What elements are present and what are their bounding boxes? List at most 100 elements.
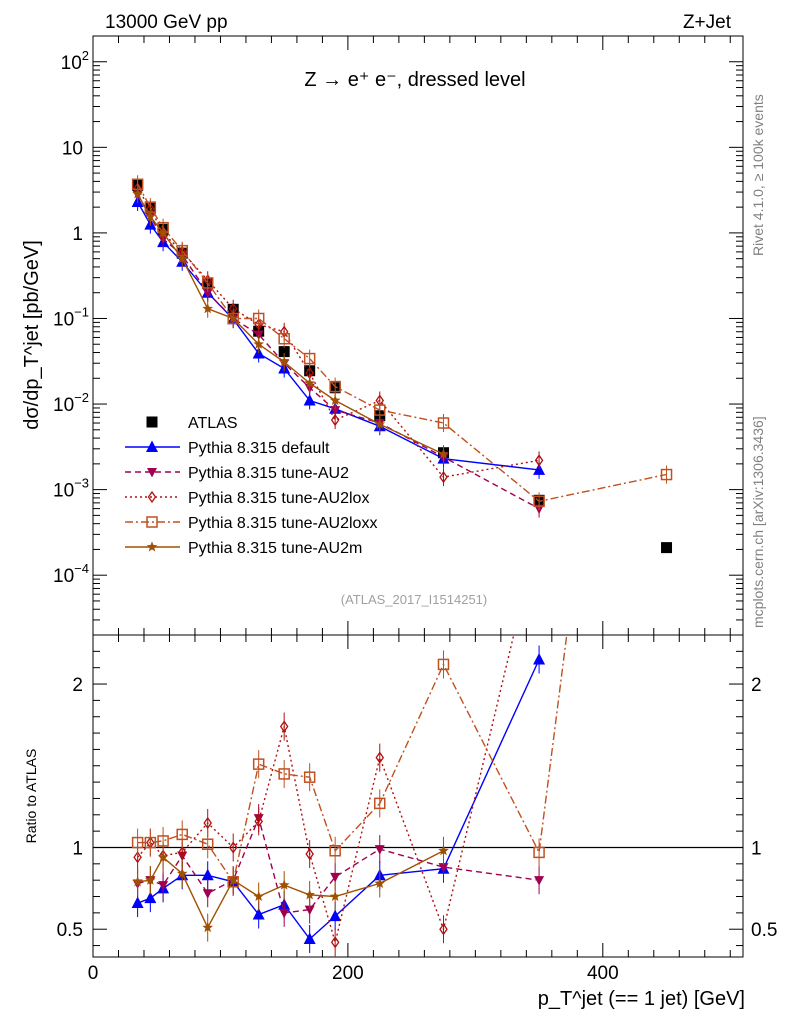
data-point (253, 338, 265, 349)
ratio-point (329, 890, 341, 902)
ratio-point (228, 841, 238, 854)
ratio-y-tick-label: 2 (72, 675, 83, 696)
ratio-point (145, 874, 156, 885)
series-line (136, 194, 540, 510)
ratio-point (176, 828, 188, 841)
legend-entry-pythia-8-315-tune-au2loxx: Pythia 8.315 tune-AU2loxx (125, 515, 377, 532)
ratio-point (254, 815, 263, 828)
ratio-point (374, 797, 386, 810)
ratio-line (137, 659, 540, 941)
legend-label: Pythia 8.315 tune-AU2lox (188, 490, 369, 507)
legend-marker (146, 416, 158, 428)
ratio-y-axis-label: Ratio to ATLAS (23, 749, 39, 844)
legend-entry-atlas: ATLAS (146, 415, 238, 432)
data-point (534, 454, 544, 467)
main-y-axis-label: dσ/dp_T^jet [pb/GeV] (21, 240, 43, 430)
ratio-point (202, 921, 214, 933)
legend-entry-pythia-8-315-tune-au2lox: Pythia 8.315 tune-AU2lox (125, 490, 369, 507)
ratio-series-pythia-8-315-tune-au2m (132, 836, 449, 942)
rivet-label: Rivet 4.1.0, ≥ 100k events (750, 94, 766, 256)
data-point (304, 377, 315, 388)
data-point (252, 312, 265, 325)
x-tick-label: 0 (88, 963, 99, 984)
x-tick-label: 200 (332, 963, 364, 984)
data-point (201, 277, 214, 289)
series-pythia-8-315-tune-au2loxx (131, 175, 673, 511)
data-point (374, 418, 386, 429)
energy-label: 13000 GeV pp (105, 12, 228, 33)
ratio-y-tick-label-right: 2 (751, 675, 762, 696)
series-line (136, 193, 444, 455)
ratio-series-pythia-8-315-default (131, 645, 546, 954)
legend-label: Pythia 8.315 tune-AU2 (188, 465, 349, 482)
ratio-line (137, 815, 540, 914)
ratio-x-axis: 0 200 400 (88, 635, 731, 984)
ratio-point (253, 890, 265, 902)
ratio-series-layer (131, 524, 568, 957)
data-point (330, 413, 340, 427)
ratio-point (203, 816, 212, 830)
legend: ATLAS Pythia 8.315 default Pythia 8.315 tu… (125, 415, 377, 557)
ratio-series-pythia-8-315-tune-au2lox (133, 524, 543, 957)
data-point (329, 394, 341, 406)
data-point (176, 253, 188, 264)
series-pythia-8-315-default (131, 192, 546, 479)
ratio-line (137, 635, 515, 946)
ratio-point (533, 846, 545, 859)
ratio-point (374, 845, 385, 855)
ratio-point (201, 868, 214, 881)
legend-label: ATLAS (188, 415, 238, 432)
ratio-point (437, 658, 450, 671)
legend-entry-pythia-8-315-tune-au2m: Pythia 8.315 tune-AU2m (125, 540, 362, 557)
ratio-point (303, 932, 316, 945)
ratio-point (132, 876, 143, 887)
ratio-y-tick-label-right: 1 (751, 838, 762, 859)
ratio-panel-frame (92, 634, 744, 958)
main-y-tick-label: 102 (61, 48, 89, 74)
legend-label: Pythia 8.315 default (188, 440, 330, 457)
ratio-point (534, 876, 545, 886)
main-y-tick-label: 10−4 (53, 561, 89, 587)
legend-entry-pythia-8-315-tune-au2: Pythia 8.315 tune-AU2 (125, 465, 349, 482)
legend-marker (147, 468, 157, 478)
ratio-y-tick-label-right: 0.5 (751, 920, 777, 941)
legend-entry-pythia-8-315-default: Pythia 8.315 default (125, 440, 330, 457)
data-point (145, 211, 156, 222)
data-point (278, 346, 290, 358)
ratio-point (304, 905, 315, 916)
data-point (202, 288, 213, 299)
ratio-series-pythia-8-315-tune-au2 (132, 804, 545, 927)
ratio-point (131, 836, 144, 849)
main-y-tick-label: 10−2 (53, 390, 89, 416)
ratio-point (252, 908, 265, 920)
main-y-tick-label: 10−3 (53, 476, 89, 502)
ratio-point (201, 838, 214, 850)
ratio-point (227, 874, 239, 885)
series-line (137, 188, 540, 478)
ratio-point (330, 872, 341, 883)
x-axis-label: p_T^jet (== 1 jet) [GeV] (538, 988, 745, 1010)
ratio-y-axis: 0.5 0.5 1 1 2 2 (57, 650, 777, 947)
ratio-point (144, 891, 157, 904)
analysis-watermark: (ATLAS_2017_I1514251) (341, 592, 487, 607)
main-x-axis (92, 36, 731, 635)
legend-label: Pythia 8.315 tune-AU2loxx (188, 515, 377, 532)
ratio-point (438, 863, 449, 873)
ratio-point (278, 879, 290, 890)
ratio-point (304, 889, 315, 900)
ratio-point (438, 845, 449, 856)
data-point (437, 417, 450, 429)
data-point (132, 188, 143, 199)
data-point (374, 404, 386, 416)
ratio-point (536, 524, 543, 534)
main-y-tick-label: 10−1 (53, 304, 89, 330)
legend-marker (146, 516, 158, 528)
main-y-tick-label: 10 (62, 138, 83, 159)
main-y-axis: 10−4 10−3 10−2 10−1 1 10 102 (53, 35, 743, 636)
legend-marker (147, 490, 157, 504)
ratio-point (202, 889, 213, 899)
ratio-point (157, 851, 169, 862)
process-label: Z+Jet (683, 12, 732, 33)
data-point (278, 356, 290, 367)
ratio-point (439, 923, 448, 936)
